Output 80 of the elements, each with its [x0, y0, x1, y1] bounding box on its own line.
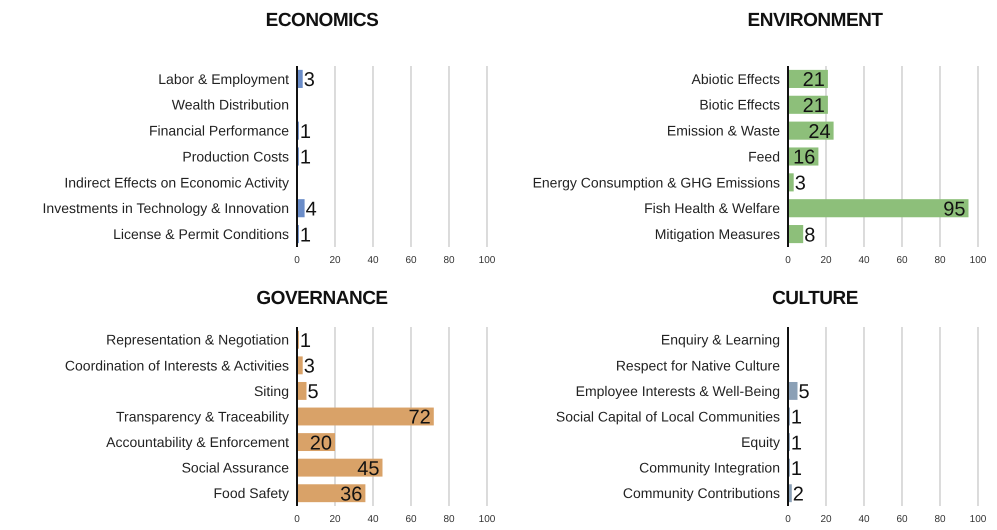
y-tick-label: Social Capital of Local Communities [556, 408, 780, 424]
y-tick-label: Employee Interests & Well-Being [576, 382, 780, 399]
data-label: 21 [802, 69, 825, 92]
y-tick-label: Representation & Negotiation [106, 332, 289, 348]
x-tick-label: 40 [367, 255, 379, 266]
data-label: 1 [300, 224, 312, 246]
chart-title: CULTURE [772, 288, 858, 309]
y-tick-label: Respect for Native Culture [616, 357, 780, 374]
data-label: 1 [300, 146, 312, 169]
x-tick-label: 20 [820, 255, 832, 266]
x-tick-label: 100 [970, 255, 987, 266]
data-label: 1 [300, 330, 312, 352]
x-tick-label: 20 [820, 514, 832, 525]
y-tick-label: Energy Consumption & GHG Emissions [532, 174, 780, 190]
data-label: 20 [310, 432, 332, 454]
y-tick-label: Social Assurance [182, 460, 290, 476]
y-tick-label: License & Permit Conditions [113, 226, 289, 242]
x-tick-label: 100 [478, 255, 496, 266]
y-tick-label: Accountability & Enforcement [106, 434, 290, 450]
data-label: 1 [790, 458, 802, 480]
data-label: 4 [306, 198, 317, 220]
x-tick-label: 0 [785, 514, 792, 525]
chart-title: GOVERNANCE [256, 288, 388, 309]
x-tick-label: 40 [367, 514, 379, 525]
y-tick-label: Enquiry & Learning [660, 332, 780, 348]
x-tick-label: 0 [294, 514, 300, 525]
data-label: 72 [408, 406, 431, 429]
x-tick-label: 80 [443, 514, 455, 525]
data-label: 1 [790, 432, 802, 454]
data-label: 2 [792, 483, 804, 506]
y-tick-label: Abiotic Effects [692, 70, 780, 87]
data-label: 5 [308, 381, 319, 404]
y-tick-label: Financial Performance [148, 122, 290, 139]
y-tick-label: Emission & Waste [666, 122, 780, 139]
y-tick-label: Equity [741, 434, 780, 450]
y-tick-label: Community Integration [639, 460, 780, 476]
y-tick-label: Mitigation Measures [654, 226, 780, 242]
x-tick-label: 40 [858, 514, 870, 525]
y-tick-label: Coordination of Interests & Activities [64, 357, 289, 374]
y-tick-label: Community Contributions [622, 485, 780, 502]
y-tick-label: Wealth Distribution [172, 96, 289, 113]
data-label: 21 [802, 94, 825, 117]
data-label: 45 [357, 458, 380, 480]
x-tick-label: 100 [478, 514, 496, 525]
y-tick-label: Transparency & Traceability [116, 408, 289, 424]
x-tick-label: 100 [970, 514, 987, 525]
data-label: 8 [804, 224, 816, 246]
data-label: 36 [340, 483, 362, 506]
x-tick-label: 80 [934, 514, 946, 525]
y-tick-label: Investments in Technology & Innovation [42, 200, 289, 216]
x-tick-label: 20 [329, 514, 341, 525]
x-tick-label: 80 [934, 255, 946, 266]
data-label: 16 [793, 146, 816, 169]
y-tick-label: Production Costs [182, 148, 289, 164]
data-label: 3 [794, 172, 806, 195]
x-tick-label: 60 [896, 514, 908, 525]
x-tick-label: 40 [858, 255, 870, 266]
data-label: 1 [300, 120, 312, 143]
y-tick-label: Food Safety [214, 485, 289, 502]
y-tick-label: Labor & Employment [158, 70, 290, 87]
y-tick-label: Feed [748, 148, 780, 164]
data-label: 95 [943, 198, 966, 220]
data-label: 24 [808, 120, 831, 143]
data-label: 1 [790, 406, 802, 429]
data-label: 5 [798, 381, 810, 404]
y-tick-label: Biotic Effects [699, 96, 780, 113]
x-tick-label: 60 [405, 255, 417, 266]
data-label: 3 [304, 356, 315, 378]
y-tick-label: Fish Health & Welfare [644, 200, 780, 216]
data-label: 3 [304, 69, 315, 92]
chart-title: ENVIRONMENT [748, 10, 884, 31]
y-tick-label: Siting [254, 382, 289, 399]
x-tick-label: 0 [785, 255, 792, 266]
x-tick-label: 60 [405, 514, 417, 525]
x-tick-label: 20 [329, 255, 341, 266]
y-tick-label: Indirect Effects on Economic Activity [64, 174, 289, 190]
x-tick-label: 0 [294, 255, 300, 266]
chart-title: ECONOMICS [266, 10, 378, 31]
x-tick-label: 60 [896, 255, 908, 266]
x-tick-label: 80 [443, 255, 455, 266]
